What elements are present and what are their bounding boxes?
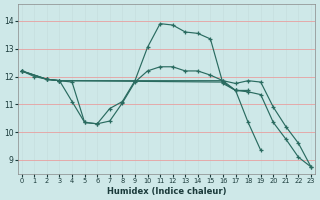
X-axis label: Humidex (Indice chaleur): Humidex (Indice chaleur): [107, 187, 226, 196]
